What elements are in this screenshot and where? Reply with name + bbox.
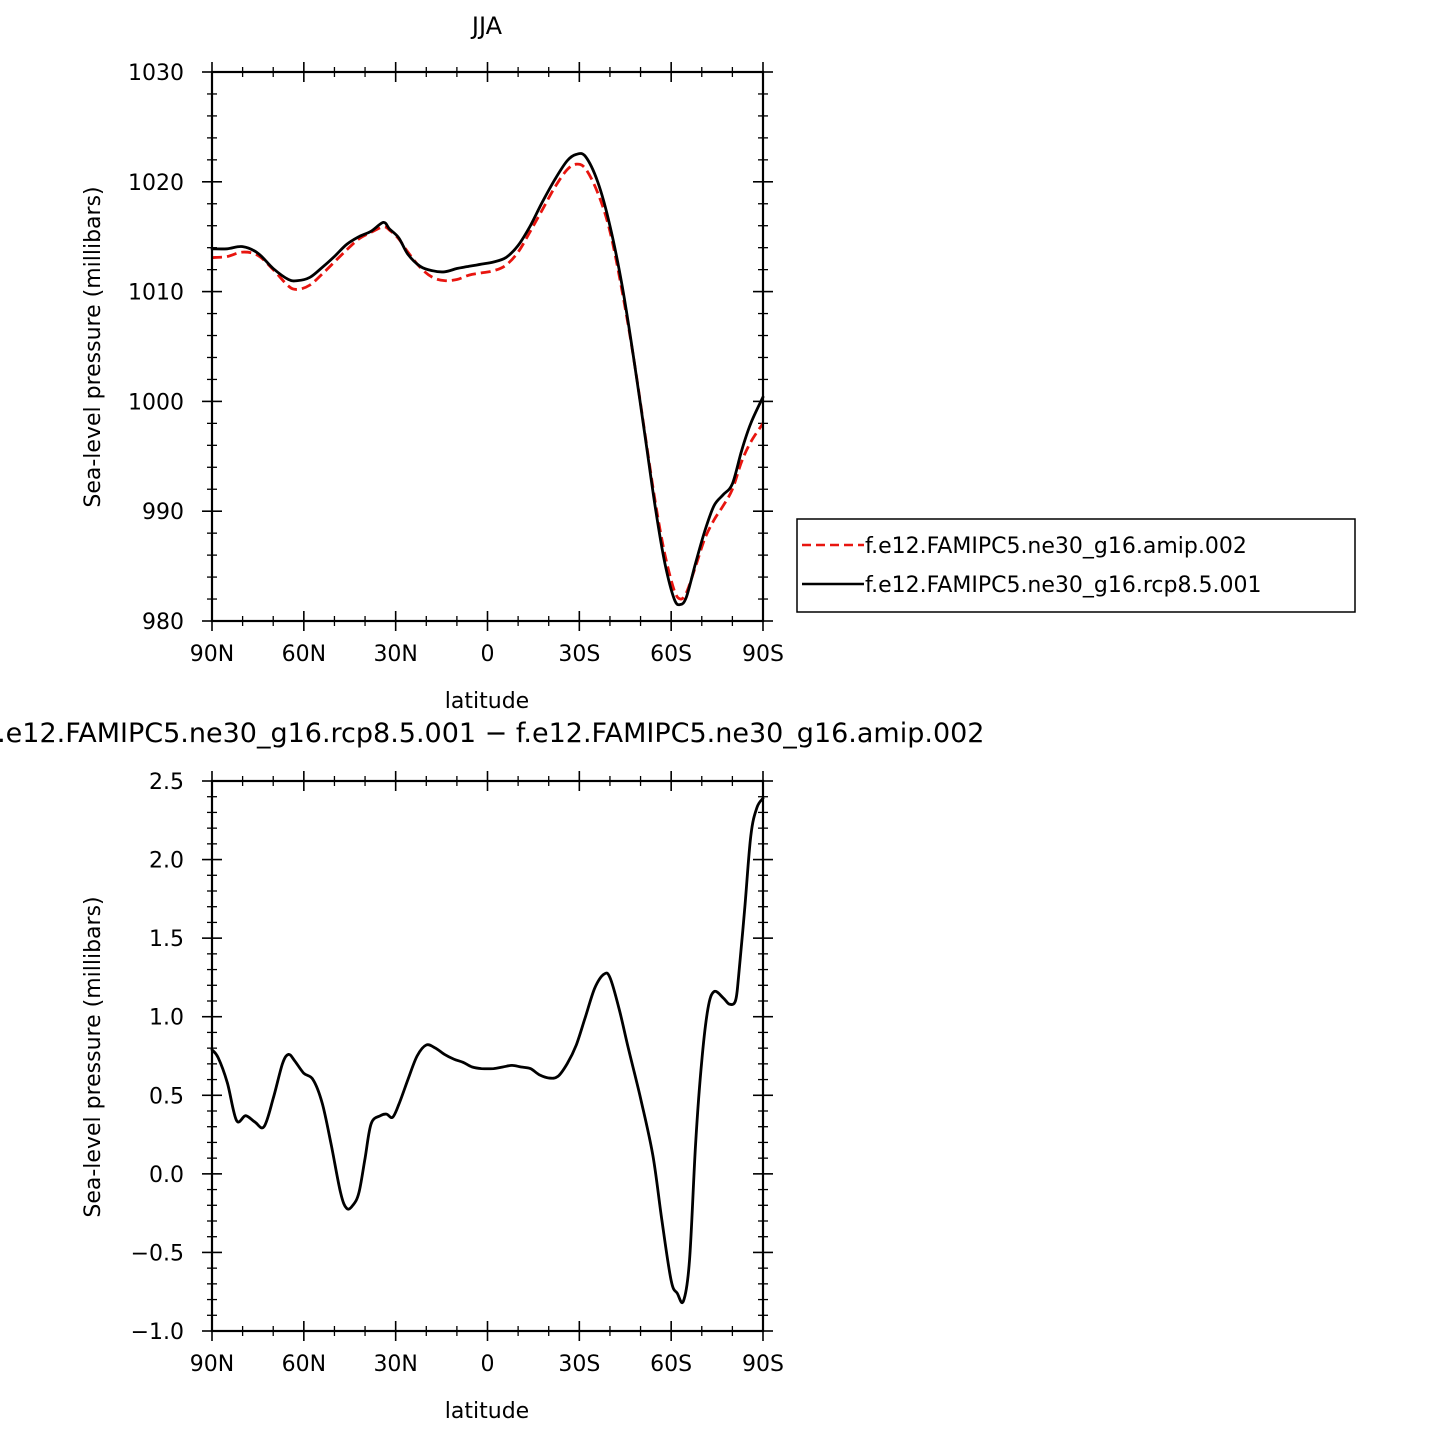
- x-tick-label: 30S: [558, 1352, 600, 1377]
- top-series-line-2: [210, 152, 765, 607]
- y-tick-label: 2.0: [149, 849, 184, 874]
- bottom-y-axis-label: Sea-level pressure (millibars): [81, 896, 106, 1217]
- y-tick-label: 1030: [128, 61, 184, 86]
- y-tick-label: 1.5: [149, 927, 184, 952]
- y-tick-label: 1000: [128, 390, 184, 415]
- top-ticks: [202, 62, 773, 631]
- top-y-axis-label: Sea-level pressure (millibars): [81, 186, 106, 507]
- x-tick-label: 0: [481, 1352, 495, 1377]
- y-tick-label: 980: [142, 610, 184, 635]
- x-tick-label: 90N: [190, 1352, 234, 1377]
- y-tick-label: 1.0: [149, 1006, 184, 1031]
- x-tick-label: 90S: [742, 642, 784, 667]
- y-tick-label: 0.0: [149, 1163, 184, 1188]
- bottom-panel: f.e12.FAMIPC5.ne30_g16.rcp8.5.001 − f.e1…: [0, 718, 984, 1424]
- top-panel: JJA 90N 60N 30N 0 30S 60S 90S 980 990 1000 1010 102…: [81, 12, 784, 714]
- legend-label-rcp: f.e12.FAMIPC5.ne30_g16.rcp8.5.001: [865, 573, 1261, 598]
- x-tick-label: 0: [481, 642, 495, 667]
- legend-label-amip: f.e12.FAMIPC5.ne30_g16.amip.002: [865, 534, 1247, 559]
- bottom-series-line-1: [210, 796, 765, 1305]
- top-series: [210, 152, 765, 607]
- x-tick-label: 60N: [282, 642, 326, 667]
- y-tick-label: 1020: [128, 171, 184, 196]
- y-tick-label: −0.5: [131, 1241, 184, 1266]
- top-plot-frame: [210, 70, 765, 623]
- bottom-series: [210, 796, 765, 1305]
- x-tick-label: 90N: [190, 642, 234, 667]
- x-tick-label: 30N: [373, 642, 417, 667]
- y-tick-label: −1.0: [131, 1320, 184, 1345]
- y-tick-label: 1010: [128, 281, 184, 306]
- x-tick-label: 60S: [650, 1352, 692, 1377]
- top-x-axis-label: latitude: [445, 689, 529, 714]
- bottom-x-axis-label: latitude: [445, 1399, 529, 1424]
- bottom-tick-labels: 90N 60N 30N 0 30S 60S 90S −1.0 −0.5 0.0 0.5 1.0 1.5 2…: [131, 770, 784, 1377]
- y-tick-label: 0.5: [149, 1084, 184, 1109]
- y-tick-label: 2.5: [149, 770, 184, 795]
- x-tick-label: 60S: [650, 642, 692, 667]
- top-series-line-1: [211, 162, 765, 601]
- bottom-plot-frame: [210, 779, 765, 1333]
- x-tick-label: 30N: [373, 1352, 417, 1377]
- legend: f.e12.FAMIPC5.ne30_g16.amip.002 f.e12.FA…: [796, 518, 1356, 613]
- x-tick-label: 90S: [742, 1352, 784, 1377]
- top-title: JJA: [470, 12, 503, 40]
- bottom-title: f.e12.FAMIPC5.ne30_g16.rcp8.5.001 − f.e1…: [0, 718, 984, 749]
- top-tick-labels: 90N 60N 30N 0 30S 60S 90S 980 990 1000 1010 1020 103…: [128, 61, 784, 667]
- x-tick-label: 30S: [558, 642, 600, 667]
- x-tick-label: 60N: [282, 1352, 326, 1377]
- legend-box: [796, 518, 1356, 613]
- y-tick-label: 990: [142, 500, 184, 525]
